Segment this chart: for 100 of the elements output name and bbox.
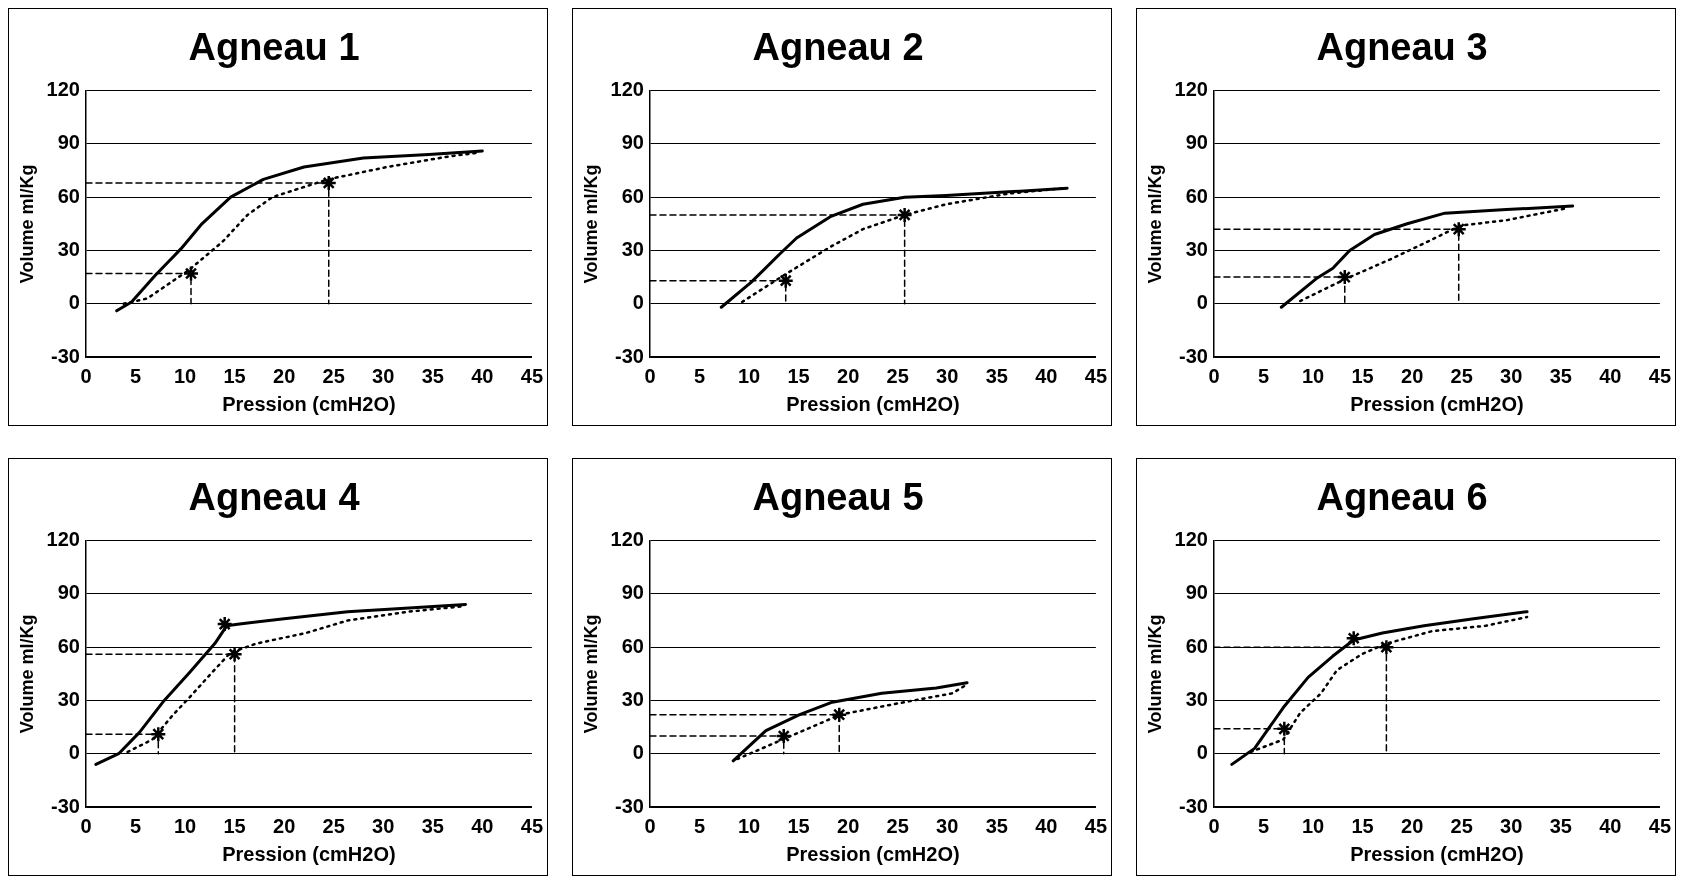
x-tick-label: 25 [886,364,909,387]
x-tick-label: 45 [520,364,543,387]
x-tick-label: 25 [322,814,345,837]
y-tick-label: 0 [68,741,80,764]
y-tick-label: -30 [51,344,80,367]
x-axis-title: Pression (cmH2O) [222,842,396,865]
x-tick-label: 10 [1301,364,1325,387]
y-tick-label: 120 [610,78,644,101]
x-tick-label: 30 [936,814,959,837]
chart-title: Agneau 6 [1316,476,1488,519]
y-axis-title: Volume ml/Kg [580,164,601,284]
y-tick-label: 30 [621,687,644,710]
y-tick-label: 30 [621,237,644,260]
x-tick-label: 40 [1035,364,1058,387]
y-tick-label: 0 [1196,291,1208,314]
y-tick-label: 60 [621,184,644,207]
x-tick-label: 40 [1035,814,1058,837]
y-tick-label: 90 [1185,131,1208,154]
y-tick-label: 0 [632,291,644,314]
y-axis-title: Volume ml/Kg [16,614,37,734]
x-tick-label: 10 [173,364,197,387]
x-tick-label: 25 [322,364,345,387]
y-tick-label: -30 [615,344,644,367]
x-tick-label: 10 [173,814,197,837]
x-tick-label: 40 [471,364,494,387]
y-axis-title: Volume ml/Kg [1144,164,1165,284]
x-tick-label: 20 [1401,364,1424,387]
x-tick-label: 25 [886,814,909,837]
point [150,725,167,743]
point [1345,630,1362,647]
y-tick-label: 120 [46,528,80,551]
y-tick-label: 30 [1185,237,1208,260]
x-axis-title: Pression (cmH2O) [786,842,960,865]
x-tick-label: 10 [737,814,761,837]
y-tick-label: 120 [46,78,80,101]
y-tick-label: 30 [57,237,80,260]
x-tick-label: 40 [1599,364,1622,387]
y-tick-label: 90 [57,581,80,604]
point [216,615,233,633]
point [1276,720,1293,738]
x-tick-label: 5 [693,814,706,837]
x-tick-label: 15 [787,364,810,387]
x-tick-label: 40 [1599,814,1622,837]
x-tick-label: 45 [1084,364,1107,387]
y-axis-title: Volume ml/Kg [580,614,601,734]
y-tick-label: -30 [615,794,644,817]
x-tick-label: 15 [1351,364,1374,387]
x-tick-label: 5 [1257,814,1270,837]
x-tick-label: 25 [1450,814,1473,837]
y-tick-label: 60 [1185,184,1208,207]
x-tick-label: 40 [471,814,494,837]
x-tick-label: 15 [787,814,810,837]
y-tick-label: 120 [1174,528,1208,551]
point [1378,638,1395,656]
y-tick-label: -30 [1179,794,1208,817]
x-tick-label: 45 [1648,364,1671,387]
x-tick-label: 20 [1401,814,1424,837]
x-tick-label: 15 [1351,814,1374,837]
x-axis-title: Pression (cmH2O) [1350,842,1524,865]
x-tick-label: 5 [1257,364,1270,387]
y-tick-label: 120 [610,528,644,551]
x-tick-label: 35 [421,364,444,387]
chart-title: Agneau 1 [188,26,360,69]
x-tick-label: 35 [1549,814,1572,837]
y-tick-label: -30 [51,794,80,817]
chart-title: Agneau 5 [752,476,924,519]
y-tick-label: 30 [1185,687,1208,710]
x-tick-label: 30 [372,814,395,837]
x-tick-label: 45 [1648,814,1671,837]
y-tick-label: 0 [632,741,644,764]
y-tick-label: 60 [1185,634,1208,657]
x-tick-label: 45 [520,814,543,837]
y-tick-label: 90 [57,131,80,154]
x-axis-title: Pression (cmH2O) [1350,392,1524,415]
y-axis-title: Volume ml/Kg [1144,614,1165,734]
y-tick-label: -30 [1179,344,1208,367]
y-tick-label: 120 [1174,78,1208,101]
y-tick-label: 90 [1185,581,1208,604]
y-tick-label: 60 [57,184,80,207]
x-tick-label: 20 [273,364,296,387]
y-tick-label: 90 [621,131,644,154]
x-tick-label: 35 [1549,364,1572,387]
x-tick-label: 10 [737,364,761,387]
x-tick-label: 15 [223,364,246,387]
x-tick-label: 5 [693,364,706,387]
x-tick-label: 20 [273,814,296,837]
y-tick-label: 30 [57,687,80,710]
chart-title: Agneau 4 [188,476,360,519]
x-tick-label: 45 [1084,814,1107,837]
y-tick-label: 0 [68,291,80,314]
chart-title: Agneau 3 [1316,26,1488,69]
x-tick-label: 5 [129,364,142,387]
y-tick-label: 0 [1196,741,1208,764]
y-tick-label: 60 [57,634,80,657]
x-tick-label: 20 [837,364,860,387]
x-tick-label: 10 [1301,814,1325,837]
x-tick-label: 35 [985,814,1008,837]
y-tick-label: 60 [621,634,644,657]
x-axis-title: Pression (cmH2O) [786,392,960,415]
x-tick-label: 5 [129,814,142,837]
